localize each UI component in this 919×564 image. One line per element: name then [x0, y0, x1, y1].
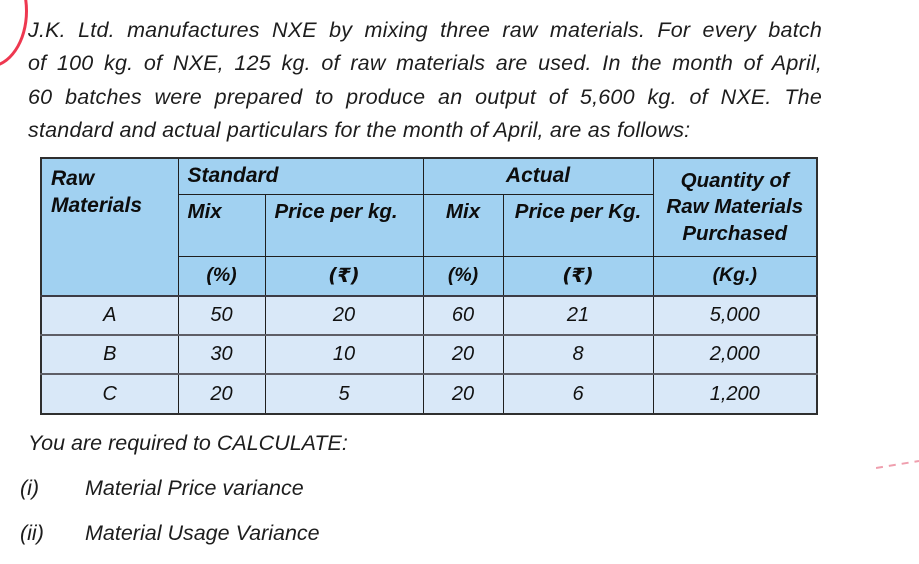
unit-std-mix: (%)	[177, 255, 266, 297]
cell-material: C	[40, 373, 179, 415]
problem-line: J.K. Ltd. manufactures NXE by mixing thr…	[28, 18, 822, 42]
requirements-lead: You are required to CALCULATE:	[28, 431, 348, 455]
table-row: A 50 20 60 21 5,000	[40, 295, 818, 336]
requirement-marker: (i)	[20, 476, 40, 500]
header-raw-materials: Raw Materials	[40, 157, 179, 297]
red-circle-annotation	[0, 0, 28, 68]
unit-act-price: (₹)	[502, 255, 654, 297]
header-std-mix: Mix	[177, 193, 266, 257]
problem-statement: J.K. Ltd. manufactures NXE by mixing thr…	[28, 14, 822, 148]
header-actual: Actual	[422, 157, 654, 195]
pink-dashed-annotation	[876, 460, 919, 469]
unit-qty: (Kg.)	[652, 255, 818, 297]
cell-act-price: 21	[502, 295, 654, 336]
problem-line: of 100 kg. of NXE, 125 kg. of raw materi…	[28, 51, 822, 76]
cell-material: A	[40, 295, 179, 336]
cell-std-price: 20	[264, 295, 424, 336]
cell-std-price: 10	[264, 334, 424, 375]
unit-std-price: (₹)	[264, 255, 424, 297]
cell-std-mix: 20	[177, 373, 266, 415]
table-row: B 30 10 20 8 2,000	[40, 334, 818, 375]
requirement-item: (i) Material Price variance	[20, 476, 304, 501]
requirement-text: Material Price variance	[85, 476, 304, 500]
header-act-mix: Mix	[422, 193, 504, 257]
particulars-table: Raw Materials Standard Actual Quantity o…	[40, 157, 819, 415]
requirement-item: (ii) Material Usage Variance	[20, 521, 320, 546]
cell-std-mix: 30	[177, 334, 266, 375]
cell-act-price: 8	[502, 334, 654, 375]
cell-act-price: 6	[502, 373, 654, 415]
unit-act-mix: (%)	[422, 255, 504, 297]
header-quantity-purchased: Quantity of Raw Materials Purchased	[652, 157, 818, 257]
header-standard: Standard	[177, 157, 424, 195]
problem-line: 60 batches were prepared to produce an o…	[28, 84, 822, 109]
header-std-price: Price per kg.	[264, 193, 424, 257]
cell-qty: 2,000	[652, 334, 818, 375]
header-act-price: Price per Kg.	[502, 193, 654, 257]
cell-act-mix: 60	[422, 295, 504, 336]
cell-std-mix: 50	[177, 295, 266, 336]
cell-qty: 1,200	[652, 373, 818, 415]
cell-act-mix: 20	[422, 334, 504, 375]
particulars-table-container: Raw Materials Standard Actual Quantity o…	[40, 157, 819, 415]
requirement-text: Material Usage Variance	[85, 521, 320, 545]
table-row: C 20 5 20 6 1,200	[40, 373, 818, 415]
problem-line: standard and actual particulars for the …	[28, 118, 691, 143]
cell-qty: 5,000	[652, 295, 818, 336]
requirement-marker: (ii)	[20, 521, 44, 545]
cell-material: B	[40, 334, 179, 375]
cell-std-price: 5	[264, 373, 424, 415]
cell-act-mix: 20	[422, 373, 504, 415]
